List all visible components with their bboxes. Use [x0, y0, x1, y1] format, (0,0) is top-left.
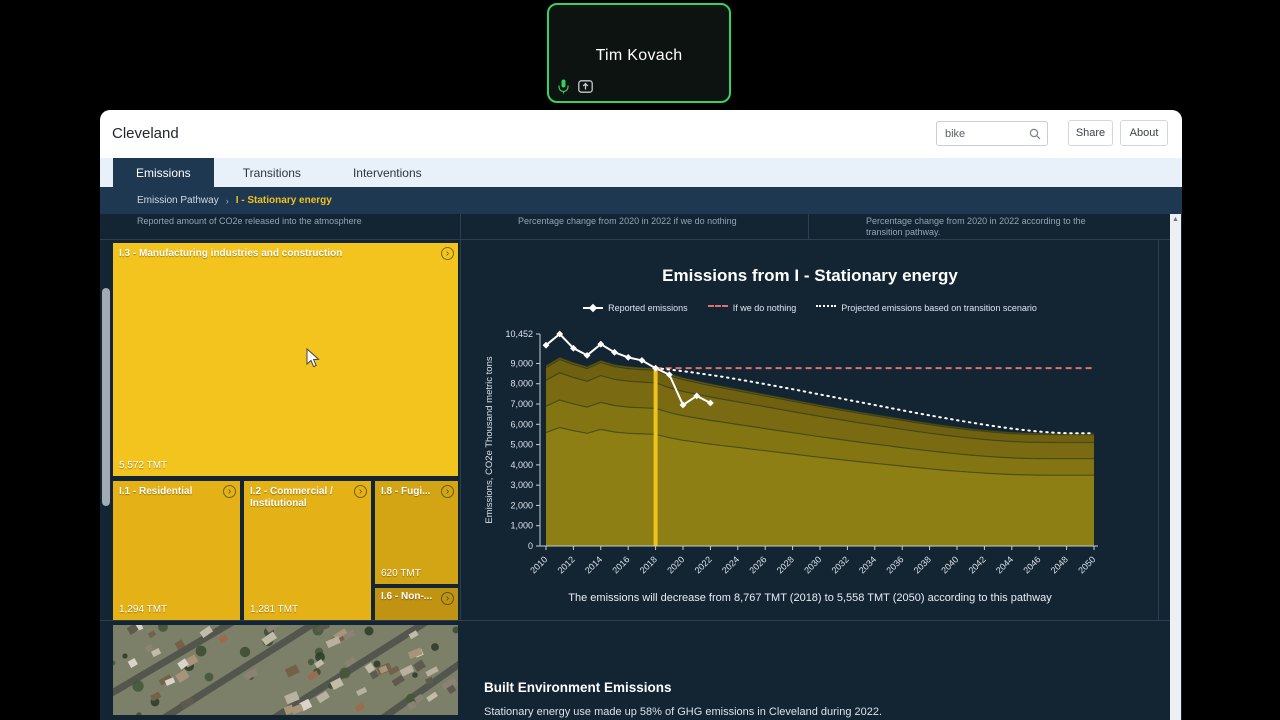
emissions-area-chart: 0 1,000 2,000 3,000 4,000 5,000 6,000 7,000 8,00… — [484, 329, 1098, 576]
treemap-label: I.1 - Residential — [119, 486, 193, 497]
treemap-value: 1,281 TMT — [250, 604, 299, 615]
about-button[interactable]: About — [1120, 120, 1168, 146]
breadcrumb: Emission Pathway › I - Stationary energy — [100, 187, 1182, 214]
scrollbar-thumb[interactable] — [101, 288, 110, 506]
svg-text:2012: 2012 — [556, 554, 577, 575]
hint-do-nothing: Percentage change from 2020 in 2022 if w… — [518, 216, 737, 226]
search-icon[interactable] — [1029, 128, 1041, 140]
svg-text:1,000: 1,000 — [510, 521, 533, 531]
treemap-value: 1,294 TMT — [119, 604, 168, 615]
treemap-box-i1[interactable]: I.1 - Residential 1,294 TMT › — [113, 481, 240, 620]
app-header: Cleveland Share About — [100, 110, 1182, 158]
svg-text:8,000: 8,000 — [510, 379, 533, 389]
legend-item-projected: Projected emissions based on transition … — [816, 302, 1037, 313]
svg-text:2034: 2034 — [857, 554, 878, 575]
svg-text:0: 0 — [528, 541, 533, 551]
share-button[interactable]: Share — [1068, 120, 1113, 146]
svg-text:Emissions, CO2e Thousand metri: Emissions, CO2e Thousand metric tons — [484, 356, 495, 523]
breadcrumb-root[interactable]: Emission Pathway — [137, 195, 219, 206]
treemap-box-i6[interactable]: I.6 - Non-... › — [375, 588, 458, 620]
scrollbar-track[interactable]: ▲ — [1170, 214, 1181, 720]
treemap-value: 5,572 TMT — [119, 460, 168, 471]
tab-bar: Emissions Transitions Interventions — [100, 158, 1182, 187]
participant-name: Tim Kovach — [595, 47, 683, 64]
app-window: Cleveland Share About Emissions Transiti… — [100, 110, 1182, 720]
treemap-label: I.3 - Manufacturing industries and const… — [119, 248, 343, 259]
svg-text:10,452: 10,452 — [505, 329, 533, 339]
page-title: Cleveland — [112, 125, 179, 142]
svg-text:2010: 2010 — [528, 554, 549, 575]
built-environment-heading: Built Environment Emissions — [484, 680, 672, 695]
legend-item-do-nothing: If we do nothing — [707, 302, 796, 313]
participant-tile[interactable]: Tim Kovach — [547, 3, 731, 103]
hint-reported: Reported amount of CO2e released into th… — [137, 216, 362, 226]
svg-text:2046: 2046 — [1021, 554, 1042, 575]
svg-text:2018: 2018 — [638, 554, 659, 575]
svg-text:2026: 2026 — [747, 554, 768, 575]
treemap-label: I.8 - Fugi... — [381, 486, 431, 497]
treemap-label: I.2 - Commercial / Institutional — [250, 486, 333, 509]
tab-interventions[interactable]: Interventions — [352, 165, 422, 180]
svg-text:2016: 2016 — [610, 554, 631, 575]
treemap-value: 620 TMT — [381, 568, 421, 579]
treemap-label: I.6 - Non-... — [381, 591, 433, 602]
chart-title: Emissions from I - Stationary energy — [662, 266, 958, 285]
info-chevron-icon[interactable]: › — [441, 485, 454, 498]
svg-text:2038: 2038 — [912, 554, 933, 575]
column-divider — [460, 214, 461, 620]
diamond-line-marker-icon — [583, 304, 604, 312]
svg-text:6,000: 6,000 — [510, 419, 533, 429]
info-chevron-icon[interactable]: › — [441, 592, 454, 605]
chevron-right-icon: › — [225, 195, 229, 206]
info-chevron-icon[interactable]: › — [223, 485, 236, 498]
tab-emissions[interactable]: Emissions — [113, 158, 214, 187]
search-input[interactable] — [937, 127, 1029, 140]
info-chevron-icon[interactable]: › — [441, 247, 454, 260]
svg-text:2040: 2040 — [939, 554, 960, 575]
microphone-icon[interactable] — [558, 79, 569, 94]
chart-caption: The emissions will decrease from 8,767 T… — [568, 592, 1052, 604]
svg-text:2050: 2050 — [1076, 554, 1097, 575]
svg-text:2032: 2032 — [830, 554, 851, 575]
treemap-box-i2[interactable]: I.2 - Commercial / Institutional 1,281 T… — [244, 481, 371, 620]
dashboard-content: Reported amount of CO2e released into th… — [100, 214, 1182, 720]
breadcrumb-current: I - Stationary energy — [235, 195, 332, 206]
svg-text:2036: 2036 — [884, 554, 905, 575]
svg-text:2042: 2042 — [967, 554, 988, 575]
svg-text:9,000: 9,000 — [510, 358, 533, 368]
svg-text:2044: 2044 — [994, 554, 1015, 575]
hint-transition: Percentage change from 2020 in 2022 acco… — [866, 216, 1086, 237]
legend-item-reported: Reported emissions — [583, 303, 688, 313]
treemap-box-i3[interactable]: I.3 - Manufacturing industries and const… — [113, 243, 458, 476]
svg-text:3,000: 3,000 — [510, 480, 533, 490]
section-divider — [100, 620, 1170, 621]
svg-text:4,000: 4,000 — [510, 460, 533, 470]
svg-text:2028: 2028 — [775, 554, 796, 575]
svg-text:5,000: 5,000 — [510, 440, 533, 450]
svg-text:7,000: 7,000 — [510, 399, 533, 409]
svg-text:2022: 2022 — [693, 554, 714, 575]
aerial-neighborhood-photo — [113, 625, 458, 715]
chart-legend: Reported emissions If we do nothing Proj… — [462, 302, 1158, 313]
dashed-line-marker-icon — [707, 305, 728, 313]
dotted-line-marker-icon — [816, 305, 837, 313]
hint-divider — [808, 214, 809, 240]
panel-right-divider — [1158, 240, 1159, 620]
treemap-box-i8[interactable]: I.8 - Fugi... 620 TMT › — [375, 481, 458, 584]
info-chevron-icon[interactable]: › — [354, 485, 367, 498]
screen-share-icon[interactable] — [578, 80, 593, 93]
metric-hint-row: Reported amount of CO2e released into th… — [100, 214, 1170, 240]
svg-text:2024: 2024 — [720, 554, 741, 575]
svg-text:2014: 2014 — [583, 554, 604, 575]
built-environment-body: Stationary energy use made up 58% of GHG… — [484, 706, 883, 718]
svg-text:2030: 2030 — [802, 554, 823, 575]
scrollbar-up-arrow[interactable]: ▲ — [1172, 216, 1179, 223]
search-box[interactable] — [936, 121, 1048, 146]
tab-transitions[interactable]: Transitions — [242, 165, 301, 180]
svg-text:2,000: 2,000 — [510, 500, 533, 510]
svg-text:2048: 2048 — [1049, 554, 1070, 575]
svg-text:2020: 2020 — [665, 554, 686, 575]
